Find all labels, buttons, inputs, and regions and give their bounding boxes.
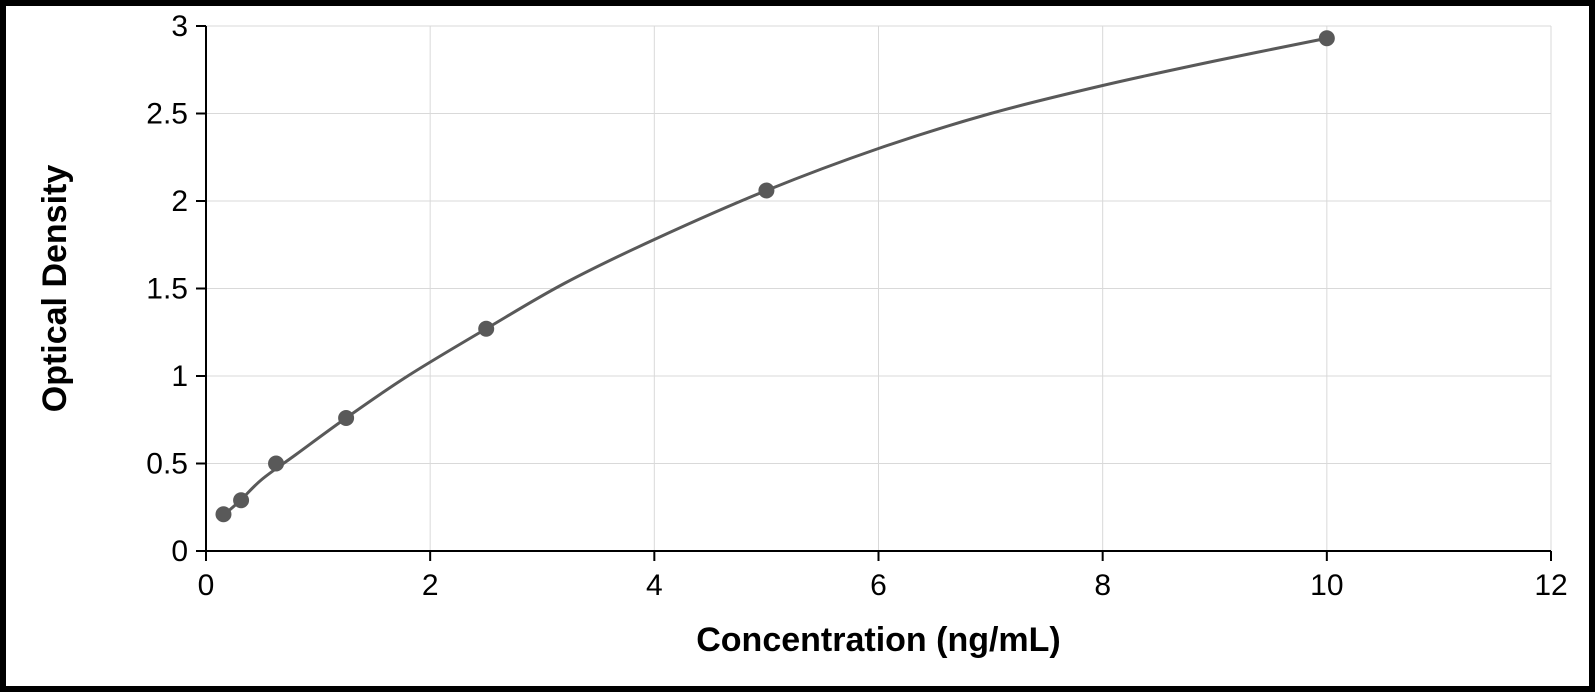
y-tick-label: 0.5 <box>146 448 188 481</box>
y-tick-label: 1 <box>171 360 188 393</box>
data-point <box>215 506 231 522</box>
x-tick-label: 8 <box>1094 569 1111 602</box>
data-point <box>268 456 284 472</box>
x-tick-label: 6 <box>870 569 887 602</box>
y-tick-label: 2 <box>171 185 188 218</box>
x-tick-label: 12 <box>1534 569 1567 602</box>
data-point <box>338 410 354 426</box>
y-tick-label: 3 <box>171 10 188 43</box>
data-point <box>1319 30 1335 46</box>
y-tick-label: 2.5 <box>146 98 188 131</box>
x-tick-label: 2 <box>422 569 439 602</box>
data-point <box>478 321 494 337</box>
chart-svg: 0 2 4 6 8 10 12 0 0.5 1 1.5 2 2.5 3 Concentration (ng/… <box>6 6 1589 686</box>
x-tick-label: 4 <box>646 569 663 602</box>
data-point <box>233 492 249 508</box>
y-axis-label: Optical Density <box>36 165 74 413</box>
x-tick-label: 10 <box>1310 569 1343 602</box>
y-tick-label: 0 <box>171 535 188 568</box>
data-point <box>758 183 774 199</box>
y-tick-label: 1.5 <box>146 273 188 306</box>
x-tick-label: 0 <box>198 569 215 602</box>
chart-frame: 0 2 4 6 8 10 12 0 0.5 1 1.5 2 2.5 3 Concentration (ng/… <box>0 0 1595 692</box>
x-axis-label: Concentration (ng/mL) <box>696 621 1061 659</box>
